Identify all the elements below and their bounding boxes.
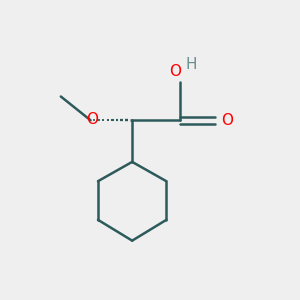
Text: O: O xyxy=(169,64,181,79)
Text: O: O xyxy=(86,112,98,127)
Text: O: O xyxy=(221,113,233,128)
Text: H: H xyxy=(185,57,197,72)
